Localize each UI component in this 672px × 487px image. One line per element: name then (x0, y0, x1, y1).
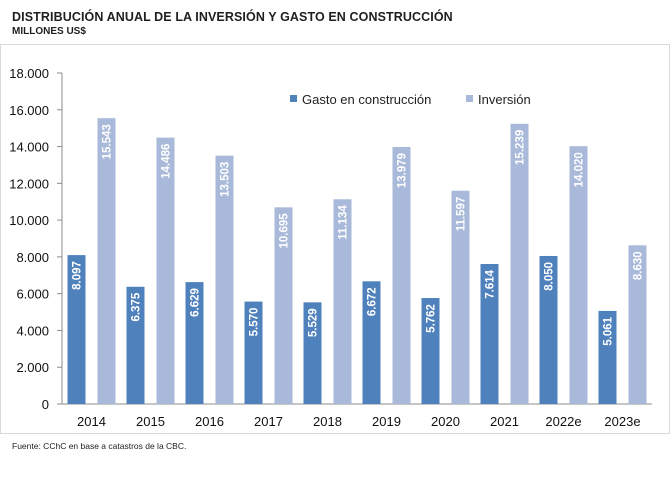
bar-inversion (97, 118, 116, 404)
x-tick-label: 2014 (77, 414, 106, 429)
bar-gasto (598, 310, 617, 404)
y-tick-label: 0 (42, 397, 49, 412)
data-label: 5.762 (426, 304, 438, 333)
bar-gasto (421, 298, 440, 404)
legend-label: Inversión (478, 92, 531, 107)
bar-gasto (303, 302, 322, 404)
x-tick-label: 2022e (545, 414, 581, 429)
y-tick-label: 4.000 (16, 323, 49, 338)
bar-inversion (451, 190, 470, 404)
x-tick-label: 2018 (313, 414, 342, 429)
y-tick-label: 8.000 (16, 250, 49, 265)
data-label: 6.672 (367, 287, 379, 316)
bar-inversion (274, 207, 293, 404)
data-label: 10.695 (279, 213, 291, 249)
y-tick-label: 6.000 (16, 287, 49, 302)
bar-inversion (156, 137, 175, 404)
y-tick-label: 18.000 (9, 66, 49, 81)
legend-label: Gasto en construcción (302, 92, 431, 107)
y-tick-label: 10.000 (9, 213, 49, 228)
chart-title: DISTRIBUCIÓN ANUAL DE LA INVERSIÓN Y GAS… (12, 10, 453, 24)
data-label: 8.097 (72, 261, 84, 290)
bar-gasto (539, 255, 558, 404)
x-tick-label: 2023e (604, 414, 640, 429)
x-tick-label: 2015 (136, 414, 165, 429)
data-label: 8.050 (544, 262, 556, 291)
x-tick-label: 2016 (195, 414, 224, 429)
data-label: 15.239 (515, 130, 527, 165)
bar-gasto (67, 255, 86, 404)
data-label: 11.134 (338, 205, 350, 240)
bar-gasto (480, 263, 499, 404)
data-label: 14.020 (574, 152, 586, 187)
data-label: 7.614 (485, 269, 497, 298)
bar-inversion (392, 146, 411, 405)
bar-gasto (185, 282, 204, 404)
x-tick-label: 2020 (431, 414, 460, 429)
source-note: Fuente: CChC en base a catastros de la C… (12, 441, 187, 451)
data-label: 15.543 (102, 124, 114, 159)
data-label: 8.630 (633, 251, 645, 280)
data-label: 6.629 (190, 288, 202, 317)
data-label: 5.061 (603, 316, 615, 345)
data-label: 11.597 (456, 197, 468, 232)
data-label: 13.979 (397, 153, 409, 188)
x-tick-label: 2017 (254, 414, 283, 429)
data-label: 5.570 (249, 308, 261, 337)
bar-inversion (510, 123, 529, 404)
bar-inversion (628, 245, 647, 404)
x-tick-label: 2019 (372, 414, 401, 429)
bar-inversion (569, 146, 588, 404)
data-label: 13.503 (220, 162, 232, 197)
bar-gasto (126, 286, 145, 404)
bar-inversion (215, 155, 234, 404)
legend-swatch (290, 95, 297, 102)
y-tick-label: 16.000 (9, 103, 49, 118)
chart-frame (0, 44, 670, 434)
data-label: 5.529 (308, 308, 320, 337)
legend-swatch (466, 95, 473, 102)
chart-subtitle: MILLONES US$ (12, 26, 86, 37)
bar-inversion (333, 199, 352, 404)
y-tick-label: 2.000 (16, 360, 49, 375)
y-tick-label: 12.000 (9, 176, 49, 191)
x-tick-label: 2021 (490, 414, 519, 429)
data-label: 6.375 (131, 292, 143, 321)
y-tick-label: 14.000 (9, 140, 49, 155)
data-label: 14.486 (161, 144, 173, 179)
bar-gasto (244, 301, 263, 404)
bar-gasto (362, 281, 381, 404)
